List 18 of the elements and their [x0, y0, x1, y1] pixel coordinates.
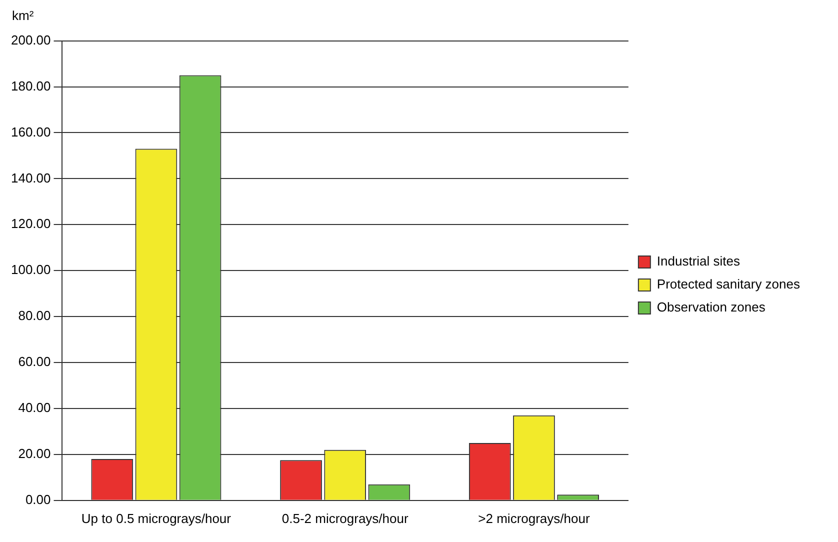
- x-tick-label: >2 micrograys/hour: [478, 510, 590, 526]
- x-tick-label: Up to 0.5 micrograys/hour: [81, 510, 232, 526]
- y-tick-label: 100.00: [10, 262, 51, 278]
- y-tick-label: 20.00: [18, 446, 51, 462]
- y-tick-label: 200.00: [10, 32, 51, 48]
- legend-label: Protected sanitary zones: [656, 276, 800, 292]
- legend-label: Industrial sites: [656, 254, 741, 269]
- y-tick-label: 140.00: [10, 170, 51, 186]
- y-axis-title: km²: [12, 8, 34, 23]
- x-tick-label: 0.5-2 micrograys/hour: [282, 510, 409, 526]
- y-tick-label: 0.00: [25, 492, 51, 507]
- y-tick-label: 80.00: [18, 308, 51, 324]
- y-tick-label: 160.00: [10, 124, 51, 140]
- y-tick-label: 180.00: [10, 78, 51, 94]
- y-tick-label: 40.00: [18, 400, 51, 416]
- y-tick-label: 120.00: [10, 216, 51, 232]
- legend-label: Observation zones: [656, 300, 766, 315]
- y-tick-label: 60.00: [18, 354, 51, 370]
